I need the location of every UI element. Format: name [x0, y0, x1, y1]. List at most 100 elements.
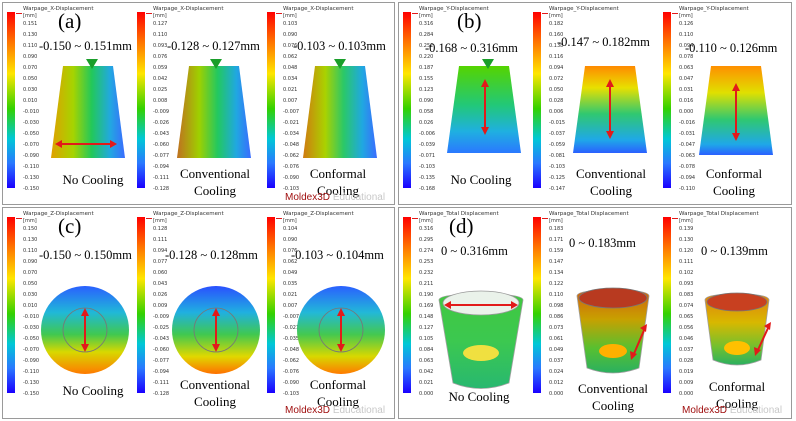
legend-tick-label: 0.130 [679, 237, 694, 243]
cup-model [576, 287, 650, 374]
legend-tick-label: 0.028 [679, 358, 694, 364]
caption: No Cooling [43, 171, 143, 188]
legend-tick-label: -0.010 [23, 314, 40, 320]
legend-tick-label: 0.159 [549, 248, 564, 254]
legend-tick-label: -0.016 [679, 120, 696, 126]
legend-unit: [mm] [419, 13, 433, 19]
legend-title: Warpage_X-Displacement [23, 6, 94, 12]
legend-tick-label: 0.061 [549, 336, 564, 342]
legend-tick-label: -0.125 [549, 175, 566, 181]
legend-tick-label: 0.021 [283, 87, 298, 93]
legend-unit: [mm] [679, 13, 693, 19]
legend-tick-label: 0.076 [283, 248, 298, 254]
legend-tick-label: 0.008 [153, 98, 168, 104]
legend-tick-label: -0.047 [679, 142, 696, 148]
legend-tick-label: -0.103 [283, 186, 300, 192]
legend-title: Warpage_Total Displacement [549, 211, 629, 217]
legend-tick-label: 0.150 [23, 226, 38, 232]
legend-title: Warpage_Total Displacement [679, 211, 759, 217]
legend-tick-label: 0.084 [419, 347, 434, 353]
legend-title: Warpage_X-Displacement [153, 6, 224, 12]
legend-tick-label: 0.078 [679, 54, 694, 60]
panel-label: (c) [58, 214, 82, 238]
legend-unit: [mm] [549, 218, 563, 224]
legend-pointer-icon [542, 218, 548, 219]
legend-tick-label: -0.110 [23, 369, 40, 375]
legend-tick-label: -0.025 [153, 325, 170, 331]
legend-tick-label: 0.046 [679, 336, 694, 342]
legend-tick-label: -0.103 [549, 164, 566, 170]
legend-tick-label: 0.295 [419, 237, 434, 243]
caption-line-1: Conformal [705, 166, 763, 181]
legend-title: Warpage_Z-Displacement [153, 211, 224, 217]
caption: Conventional Cooling [563, 380, 663, 414]
legend-tick-label: 0.160 [549, 32, 564, 38]
legend-tick-label: 0.120 [679, 248, 694, 254]
legend-tick-label: -0.094 [153, 369, 170, 375]
legend-tick-label: 0.155 [419, 76, 434, 82]
legend-tick-label: 0.065 [679, 314, 694, 320]
range-text: -0.150 ~ 0.150mm [39, 248, 132, 262]
caption-line-2: Cooling [716, 396, 758, 411]
legend-tick-label: 0.102 [679, 270, 694, 276]
caption: No Cooling [429, 388, 529, 405]
legend-tick-label: -0.128 [153, 186, 170, 192]
legend-tick-label: 0.062 [283, 259, 298, 265]
color-legend-bar [7, 217, 15, 393]
legend-tick-label: -0.021 [283, 120, 300, 126]
legend-tick-label: 0.127 [153, 21, 168, 27]
cone-model [303, 59, 377, 158]
legend-pointer-icon [672, 13, 678, 14]
legend-tick-label: -0.031 [679, 131, 696, 137]
legend-tick-label: -0.110 [23, 164, 40, 170]
cup-model [704, 292, 771, 366]
legend-tick-label: -0.130 [23, 380, 40, 386]
legend-tick-label: 0.169 [419, 303, 434, 309]
legend-tick-label: -0.062 [283, 358, 300, 364]
legend-tick-label: 0.037 [549, 358, 564, 364]
legend-tick-label: -0.030 [23, 325, 40, 331]
legend-tick-label: 0.021 [419, 380, 434, 386]
caption: Conventional Cooling [561, 165, 661, 199]
legend-tick-label: 0.056 [679, 325, 694, 331]
legend-tick-label: 0.006 [549, 109, 564, 115]
legend-tick-label: 0.130 [23, 237, 38, 243]
cone-model [177, 59, 251, 158]
color-legend-bar [403, 12, 411, 188]
legend-tick-label: 0.090 [419, 98, 434, 104]
legend-tick-label: -0.090 [23, 153, 40, 159]
legend-tick-label: 0.232 [419, 270, 434, 276]
disk-model [41, 286, 129, 374]
legend-tick-label: -0.070 [23, 347, 40, 353]
legend-tick-label: -0.094 [153, 164, 170, 170]
legend-pointer-icon [146, 13, 152, 14]
legend-tick-label: 0.316 [419, 226, 434, 232]
legend-tick-label: -0.060 [153, 142, 170, 148]
legend-tick-label: 0.009 [679, 380, 694, 386]
legend-tick-label: 0.012 [549, 380, 564, 386]
legend-tick-label: 0.284 [419, 32, 434, 38]
legend-title: Warpage_Z-Displacement [23, 211, 94, 217]
legend-tick-label: 0.076 [153, 54, 168, 60]
legend-pointer-icon [672, 218, 678, 219]
legend-tick-label: -0.130 [23, 175, 40, 181]
legend-tick-label: 0.043 [153, 281, 168, 287]
legend-tick-label: -0.103 [283, 391, 300, 397]
legend-tick-label: -0.094 [679, 175, 696, 181]
legend-tick-label: 0.060 [153, 270, 168, 276]
legend-tick-label: -0.128 [153, 391, 170, 397]
legend-tick-label: 0.090 [23, 259, 38, 265]
legend-tick-label: 0.126 [679, 21, 694, 27]
cell-b-3: Warpage_Y-Displacement [mm] 0.126 0.110 0.… [659, 3, 790, 204]
legend-tick-label: -0.021 [283, 325, 300, 331]
moldex3d-logo: Moldex3D Educational [682, 405, 783, 416]
legend-tick-label: 0.063 [419, 358, 434, 364]
legend-tick-label: 0.190 [419, 292, 434, 298]
range-text: -0.128 ~ 0.128mm [165, 248, 258, 262]
moldex3d-logo: Moldex3D Educational [285, 405, 386, 416]
range-text: -0.110 ~ 0.126mm [685, 41, 778, 55]
legend-tick-label: 0.111 [679, 259, 694, 265]
legend-tick-label: 0.104 [283, 226, 298, 232]
legend-tick-label: 0.110 [23, 248, 38, 254]
legend-tick-label: 0.110 [23, 43, 38, 49]
